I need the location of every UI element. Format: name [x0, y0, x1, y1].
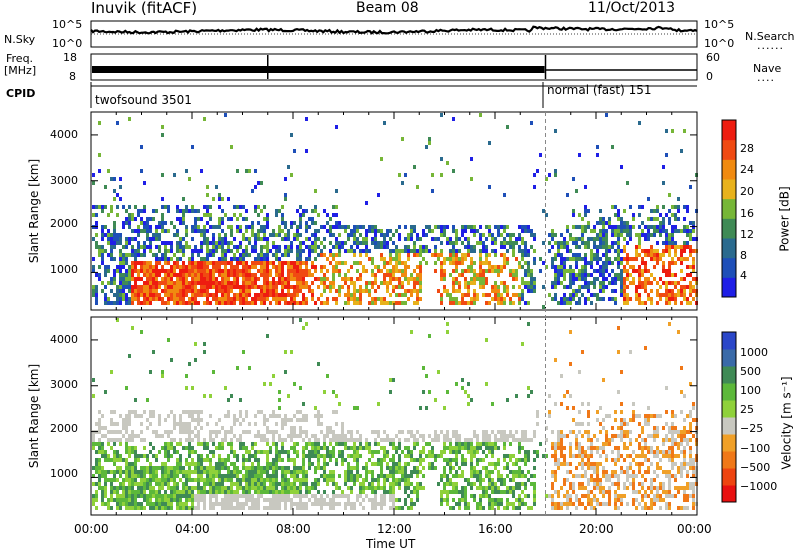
power-ytick: 3000 [50, 174, 78, 187]
xtick-label: 04:00 [175, 522, 210, 536]
velocity-heatmap [92, 318, 698, 510]
velocity-cbar-tick: 25 [740, 403, 754, 416]
nsearch-label: N.Search [745, 30, 795, 43]
velocity-colorbar-segment [722, 400, 736, 418]
xtick-label: 00:00 [74, 522, 109, 536]
velocity-colorbar-segment-frame [721, 331, 737, 503]
xtick-label: 16:00 [478, 522, 513, 536]
nsearch-dots: ...... [757, 39, 784, 52]
nsky-trace [90, 25, 698, 35]
power-ytick: 4000 [50, 128, 78, 141]
velocity-colorbar-segment [722, 349, 736, 367]
axes-ticks [90, 112, 698, 515]
freq-panel-frame [90, 53, 698, 81]
velocity-colorbar-segment [722, 451, 736, 469]
xtick-label: 08:00 [276, 522, 311, 536]
velocity-ylabel: Slant Range [km] [27, 363, 42, 469]
velocity-ytick: 4000 [50, 333, 78, 346]
power-ylabel: Slant Range [km] [27, 158, 42, 264]
velocity-cbar-tick: 500 [740, 365, 761, 378]
xtick-label: 12:00 [377, 522, 412, 536]
power-heatmap [92, 113, 698, 309]
power-colorbar-segment-frame [721, 119, 737, 298]
velocity-cbar-tick: 100 [740, 384, 761, 397]
velocity-ytick: 1000 [50, 467, 78, 480]
nave-dots: .... [757, 71, 775, 84]
power-colorbar-segment [722, 179, 736, 200]
velocity-ytick: 3000 [50, 378, 78, 391]
cpid-label: CPID [6, 87, 36, 100]
freq-tick-bottom: 8 [69, 70, 76, 83]
date-title: 11/Oct/2013 [588, 0, 676, 16]
velocity-cbar-tick: −1000 [740, 480, 778, 493]
velocity-colorbar-segment [722, 383, 736, 401]
cpid-mode-2: normal (fast) 151 [547, 83, 652, 97]
freq-label-1: Freq. [6, 52, 34, 65]
power-ytick: 1000 [50, 263, 78, 276]
nsearch-tick-top: 10^5 [704, 18, 735, 31]
xaxis-label: Time UT [366, 537, 416, 551]
power-cbar-tick: 16 [740, 207, 754, 220]
nsearch-tick-bottom: 10^0 [704, 37, 735, 50]
power-colorbar-segment [722, 159, 736, 180]
power-cbar-tick: 12 [740, 228, 754, 241]
nsky-tick-top: 10^5 [52, 18, 83, 31]
velocity-cbar-tick: 1000 [740, 346, 768, 359]
nsky-tick-bottom: 10^0 [52, 37, 83, 50]
velocity-cbar-tick: −100 [740, 442, 771, 455]
power-colorbar-label: Power [dB] [777, 186, 792, 252]
power-colorbar-segment [722, 198, 736, 219]
power-cbar-tick: 4 [740, 269, 747, 282]
freq-trace [92, 55, 697, 79]
power-cbar-tick: 24 [740, 163, 754, 176]
velocity-colorbar-segment [722, 332, 736, 350]
freq-tick-top: 18 [63, 51, 77, 64]
power-cbar-tick: 20 [740, 185, 754, 198]
freq-band [92, 66, 545, 73]
nsky-label: N.Sky [4, 33, 36, 46]
cpid-mode-1: twofsound 3501 [95, 93, 192, 107]
nave-tick-bottom: 0 [706, 70, 713, 83]
xtick-label: 20:00 [579, 522, 614, 536]
power-colorbar-segment [722, 238, 736, 259]
colorbars [721, 119, 737, 503]
power-colorbar-segment [722, 218, 736, 239]
velocity-cbar-tick: −500 [740, 461, 771, 474]
station-title: Inuvik (fitACF) [91, 0, 198, 17]
velocity-cbar-tick: −25 [740, 422, 764, 435]
velocity-colorbar-segment [722, 366, 736, 384]
velocity-colorbar-label: Velocity [m s⁻¹] [779, 376, 794, 470]
nsky-line [90, 25, 698, 35]
beam-title: Beam 08 [356, 0, 419, 16]
power-ytick: 2000 [50, 217, 78, 230]
power-colorbar-segment [722, 257, 736, 278]
velocity-colorbar-segment [722, 468, 736, 486]
nave-tick-top: 60 [706, 51, 720, 64]
power-cbar-tick: 28 [740, 142, 754, 155]
velocity-colorbar-segment [722, 417, 736, 435]
velocity-ytick: 2000 [50, 422, 78, 435]
power-cbar-tick: 8 [740, 249, 747, 262]
power-colorbar-segment [722, 277, 736, 298]
power-colorbar-segment [722, 139, 736, 160]
velocity-colorbar-segment [722, 434, 736, 452]
nave-label: Nave [753, 62, 782, 75]
freq-label-2: [MHz] [4, 64, 37, 77]
xtick-label: 00:00 [677, 522, 712, 536]
power-colorbar-segment [722, 120, 736, 141]
velocity-colorbar-segment [722, 485, 736, 503]
